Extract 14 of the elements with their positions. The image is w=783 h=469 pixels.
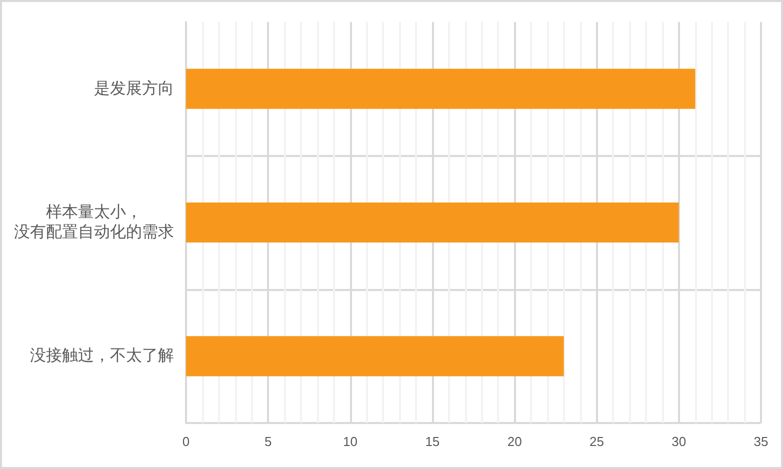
x-tick-label: 25 bbox=[589, 434, 604, 449]
x-tick-label: 20 bbox=[507, 434, 522, 449]
y-tick-label: 没接触过，不太了解 bbox=[30, 346, 174, 365]
bar bbox=[186, 336, 564, 376]
x-tick-label: 0 bbox=[182, 434, 190, 449]
x-tick-label: 30 bbox=[672, 434, 686, 449]
y-tick-label: 样本量太小，没有配置自动化的需求 bbox=[14, 203, 174, 241]
x-tick-label: 5 bbox=[264, 434, 272, 449]
x-tick-label: 15 bbox=[425, 434, 440, 449]
bar bbox=[186, 68, 696, 109]
x-tick-label: 10 bbox=[343, 434, 358, 449]
x-tick-label: 35 bbox=[754, 434, 768, 449]
bar bbox=[186, 202, 679, 243]
y-tick-label: 是发展方向 bbox=[94, 79, 174, 98]
